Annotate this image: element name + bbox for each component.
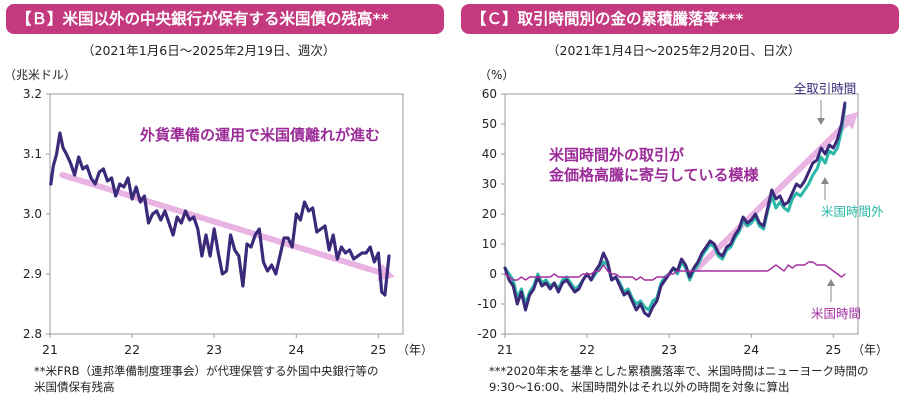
- chart-b-y-tick-label: 2.8: [23, 327, 42, 341]
- chart-c-x-axis-label: （年）: [852, 343, 888, 357]
- chart-c: 60 50 40 30 20 10 0 -10 -2021 22 23 24 25 （年） 米国時間外の取引…: [477, 81, 888, 357]
- chart-c-y-tick-label: 20: [482, 207, 497, 221]
- panel-c: 【Ｃ】取引時間別の金の累積騰落率*** （2021年1月4日～2025年2月20…: [455, 0, 900, 400]
- chart-c-label-us: 米国時間: [811, 306, 861, 321]
- chart-b-footnote-2: 米国債保有残高: [34, 380, 115, 394]
- chart-c-footnote-1: ***2020年末を基準とした累積騰落率で、米国時間はニューヨーク時間の: [489, 364, 869, 378]
- chart-c-annotation-2: 金価格高騰に寄与している模様: [548, 166, 760, 184]
- chart-c-label-total-pointer-head: [817, 118, 825, 125]
- chart-c-footnote-2: 9:30～16:00、米国時間外はそれ以外の時間を対象に算出: [489, 380, 790, 394]
- chart-c-series-line-2: [504, 261, 846, 281]
- chart-c-y-tick-label: -10: [477, 297, 497, 311]
- chart-b-y-tick-label: 2.9: [23, 267, 42, 281]
- chart-c-x-tick-label: 22: [579, 342, 595, 357]
- chart-b-title: 【Ｂ】米国以外の中央銀行が保有する米国債の残高**: [6, 4, 444, 34]
- chart-b-x-tick-label: 22: [124, 342, 140, 357]
- chart-c-y-tick-label: 60: [482, 87, 497, 101]
- chart-c-series-line-1: [503, 101, 847, 318]
- chart-c-label-total: 全取引時間: [794, 81, 857, 96]
- chart-c-y-tick-label: 30: [482, 177, 497, 191]
- chart-c-label-offhours-pointer-head: [821, 177, 829, 184]
- chart-c-x-tick-label: 24: [743, 342, 759, 357]
- chart-c-y-tick-label: 40: [482, 147, 497, 161]
- chart-c-plot-frame: [504, 93, 859, 335]
- chart-b-footnote-1: **米FRB（連邦準備制度理事会）が代理保管する外国中央銀行等の: [34, 364, 379, 378]
- chart-c-unit: （%）: [479, 68, 515, 82]
- chart-b-x-tick-label: 25: [370, 342, 386, 357]
- chart-b-x-axis-label: （年）: [397, 343, 433, 357]
- chart-c-x-tick-label: 25: [825, 342, 841, 357]
- chart-b-trend-arrow-shaft: [59, 172, 383, 276]
- chart-c-series-line-0: [503, 104, 847, 312]
- chart-b-subtitle: （2021年1月6日～2025年2月19日、週次）: [82, 43, 336, 58]
- chart-b-x-tick-label: 24: [288, 342, 304, 357]
- chart-b-y-tick-label: 3.2: [23, 87, 42, 101]
- chart-b-annotation: 外貨準備の運用で米国債離れが進む: [139, 126, 380, 144]
- chart-c-y-tick-label: 10: [482, 237, 497, 251]
- chart-c-annotation-1: 米国時間外の取引が: [549, 146, 685, 164]
- chart-b-x-tick-label: 23: [206, 342, 222, 357]
- chart-b: 3.2 3.1 3.0 2.9 2.821 22 23 24 25 （年） 外貨準備の運用で米国債離…: [23, 87, 433, 357]
- chart-c-y-tick-label: 50: [482, 117, 497, 131]
- chart-c-label-us-pointer-head: [827, 279, 835, 286]
- chart-b-y-tick-label: 3.0: [23, 207, 42, 221]
- chart-c-x-tick-label: 21: [497, 342, 513, 357]
- chart-c-title: 【Ｃ】取引時間別の金の累積騰落率***: [461, 4, 899, 34]
- chart-c-subtitle: （2021年1月4日～2025年2月20日、日次）: [547, 43, 801, 58]
- chart-b-series-line: [49, 131, 391, 297]
- chart-c-y-tick-label: 0: [489, 267, 497, 281]
- chart-c-x-tick-label: 23: [661, 342, 677, 357]
- chart-c-label-offhours: 米国時間外: [821, 204, 884, 219]
- panel-b: 【Ｂ】米国以外の中央銀行が保有する米国債の残高** （2021年1月6日～202…: [0, 0, 445, 400]
- chart-b-unit: （兆米ドル）: [4, 68, 77, 82]
- chart-b-x-tick-label: 21: [42, 342, 58, 357]
- chart-b-y-tick-label: 3.1: [23, 147, 42, 161]
- chart-c-y-tick-label: -20: [477, 327, 497, 341]
